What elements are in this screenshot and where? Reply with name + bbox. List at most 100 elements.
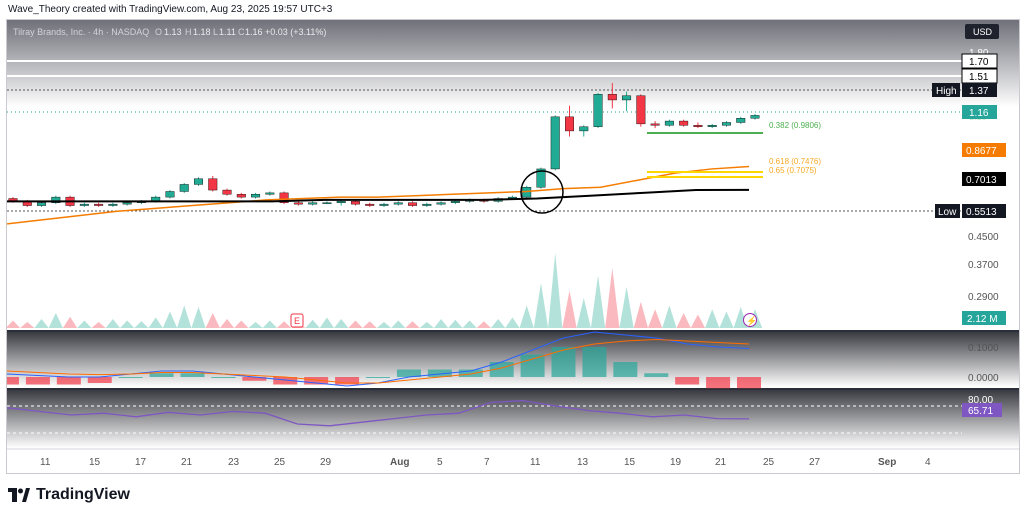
tag-137: 1.37 bbox=[969, 86, 989, 97]
macd-hist-bar bbox=[644, 373, 669, 377]
tag-151: 1.51 bbox=[969, 72, 989, 83]
candle-body bbox=[450, 201, 460, 203]
chart-container[interactable]: Tilray Brands, Inc. · 4h · NASDAQ O 1.13… bbox=[6, 19, 1020, 474]
volume-bar bbox=[519, 305, 534, 328]
volume-bar bbox=[34, 319, 49, 328]
time-tick: Sep bbox=[878, 457, 896, 468]
time-tick: 25 bbox=[274, 457, 286, 468]
time-tick: 23 bbox=[228, 457, 240, 468]
macd-hist-bar bbox=[149, 373, 174, 377]
price-tick-029: 0.2900 bbox=[968, 292, 999, 303]
candle-body bbox=[308, 202, 318, 205]
signal-line[interactable] bbox=[7, 338, 750, 384]
volume-bar bbox=[91, 322, 106, 328]
time-axis[interactable]: 11 15 17 21 23 25 29 Aug 5 7 11 13 15 19 21 25 27 Sep 4 bbox=[40, 457, 931, 468]
dividend-marker[interactable] bbox=[743, 313, 757, 327]
fib-618-label: 0.618 (0.7476) bbox=[769, 157, 821, 166]
volume-bar bbox=[20, 322, 35, 328]
candle-body bbox=[408, 202, 418, 206]
time-tick: 5 bbox=[437, 457, 443, 468]
legend-c-value: 1.16 bbox=[245, 27, 263, 37]
candle-body bbox=[94, 203, 104, 206]
volume-bar bbox=[719, 311, 734, 328]
candle-body bbox=[322, 202, 332, 204]
volume-bar bbox=[319, 317, 335, 328]
macd-hist-bar bbox=[335, 377, 360, 385]
volume-bar bbox=[376, 322, 392, 328]
low-tag: 0.5513 bbox=[966, 207, 997, 218]
dividend-marker-label: ⚡ bbox=[746, 315, 757, 327]
macd-hist-bar bbox=[706, 377, 731, 389]
volume-bar bbox=[605, 268, 620, 328]
macd-pane-bg bbox=[7, 332, 1019, 387]
price-tick-045: 0.4500 bbox=[968, 232, 999, 243]
candle-body bbox=[265, 192, 275, 195]
candle-body bbox=[579, 126, 589, 132]
ma50-line[interactable] bbox=[7, 165, 750, 225]
time-tick: 7 bbox=[484, 457, 490, 468]
candle-body bbox=[336, 201, 346, 203]
volume-bar bbox=[419, 322, 434, 328]
macd-hist-bar bbox=[87, 377, 112, 383]
candle-body bbox=[622, 95, 632, 101]
macd-hist-bar bbox=[675, 377, 700, 385]
time-tick: 4 bbox=[925, 457, 931, 468]
time-tick: 21 bbox=[715, 457, 727, 468]
candle-body bbox=[536, 168, 546, 188]
legend-l-label: L bbox=[213, 27, 218, 37]
candle-body bbox=[422, 203, 432, 206]
candle-body bbox=[165, 191, 175, 198]
earnings-marker[interactable] bbox=[290, 313, 304, 328]
price-axis[interactable]: 1.80 1.70 1.51 High 1.37 1.16 1.16 0.867… bbox=[932, 48, 1006, 417]
candle-body bbox=[251, 194, 261, 198]
volume-bar bbox=[77, 320, 92, 328]
candle-body bbox=[222, 189, 232, 195]
low-tag-bg bbox=[962, 204, 1006, 218]
candle-body bbox=[208, 178, 218, 191]
macd-hist-bar bbox=[56, 377, 81, 385]
macd-hist-bar bbox=[613, 362, 638, 377]
ma200-line[interactable] bbox=[7, 188, 750, 203]
ma50-tag: 0.8677 bbox=[966, 146, 997, 157]
brand[interactable]: TradingView bbox=[8, 486, 130, 504]
volume-bar bbox=[219, 319, 235, 328]
candle-body bbox=[236, 194, 246, 198]
volume-bar bbox=[62, 316, 78, 328]
fib-382-label: 0.382 (0.9806) bbox=[769, 121, 821, 130]
volume-bar bbox=[191, 307, 206, 328]
legend-o-label: O bbox=[155, 27, 162, 37]
chart-svg[interactable]: Tilray Brands, Inc. · 4h · NASDAQ O 1.13… bbox=[7, 20, 1019, 473]
candle-body bbox=[693, 125, 703, 127]
volume-bar bbox=[590, 275, 606, 328]
volume-bar bbox=[148, 317, 163, 328]
time-tick: 15 bbox=[624, 457, 636, 468]
ma50-tag-bg bbox=[962, 143, 1006, 157]
candle-body bbox=[721, 122, 731, 126]
volume-bar bbox=[533, 283, 549, 328]
currency-button[interactable] bbox=[965, 24, 999, 39]
candle-body bbox=[179, 184, 189, 192]
volume-tag: 2.12 M bbox=[967, 314, 998, 325]
macd-hist-bar bbox=[180, 373, 205, 377]
rsi-tick-80: 80.00 bbox=[968, 395, 993, 406]
volume-bar bbox=[120, 320, 135, 328]
candle-body bbox=[108, 203, 118, 206]
ma200-tag: 0.7013 bbox=[966, 175, 997, 186]
high-label-bg bbox=[932, 83, 960, 97]
volume-bar bbox=[619, 286, 634, 328]
main-pane-bg bbox=[7, 20, 1019, 330]
tag-170-bg bbox=[961, 53, 998, 69]
candle-body bbox=[37, 202, 47, 206]
volume-bar bbox=[576, 298, 591, 328]
macd-hist-bar bbox=[118, 377, 143, 378]
last-price-bg bbox=[962, 105, 997, 119]
macd-hist-bar bbox=[458, 369, 483, 377]
fib-65-label: 0.65 (0.7075) bbox=[769, 166, 817, 175]
legend-h-value: 1.18 bbox=[193, 27, 211, 37]
low-label-bg bbox=[935, 204, 960, 218]
price-tick-037: 0.3700 bbox=[968, 260, 999, 271]
golden-cross-circle[interactable] bbox=[520, 170, 564, 214]
candle-body bbox=[707, 125, 717, 127]
rsi-line[interactable] bbox=[7, 399, 750, 427]
volume-bar bbox=[548, 253, 563, 328]
